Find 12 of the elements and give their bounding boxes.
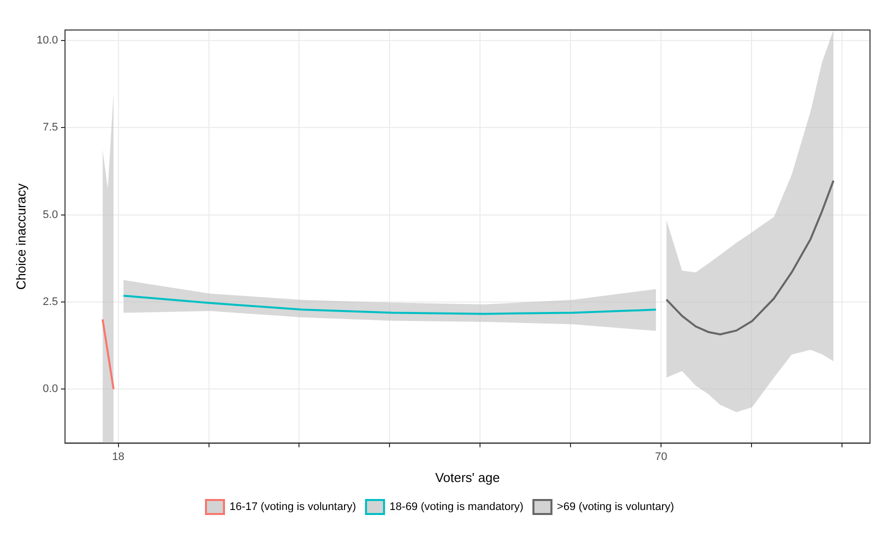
y-tick-label: 7.5	[42, 122, 58, 134]
x-tick-label: 70	[655, 450, 668, 463]
x-tick-label: 18	[112, 450, 124, 463]
x-axis-title: Voters' age	[435, 470, 500, 485]
y-tick-label: 10.0	[36, 34, 58, 46]
legend-label: >69 (voting is voluntary)	[556, 501, 674, 514]
y-tick-label: 2.5	[42, 296, 58, 308]
legend-label: 18-69 (voting is mandatory)	[390, 501, 524, 514]
y-tick-label: 0.0	[42, 383, 58, 396]
y-tick-label: 5.0	[42, 208, 58, 221]
legend-label: 16-17 (voting is voluntary)	[229, 501, 356, 514]
y-axis-title: Choice inaccuracy	[13, 182, 28, 290]
